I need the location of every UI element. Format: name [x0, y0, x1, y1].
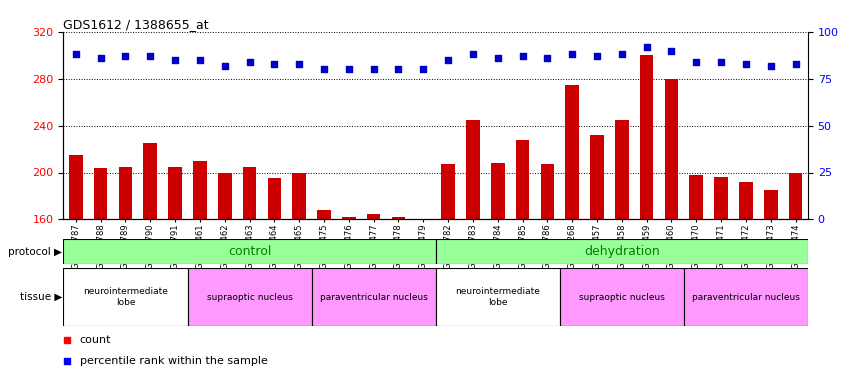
- Text: neurointermediate
lobe: neurointermediate lobe: [455, 288, 540, 307]
- Point: [168, 57, 182, 63]
- Bar: [442, 164, 455, 219]
- Bar: [491, 163, 504, 219]
- Bar: [436, 239, 808, 264]
- Bar: [392, 217, 405, 219]
- Bar: [665, 79, 678, 219]
- Point: [392, 66, 405, 72]
- Text: neurointermediate
lobe: neurointermediate lobe: [83, 288, 168, 307]
- Bar: [218, 172, 232, 219]
- Bar: [293, 172, 306, 219]
- Bar: [63, 268, 188, 326]
- Bar: [94, 168, 107, 219]
- Text: count: count: [80, 335, 112, 345]
- Bar: [466, 120, 480, 219]
- Bar: [565, 85, 579, 219]
- Bar: [267, 178, 281, 219]
- Point: [466, 51, 480, 57]
- Point: [69, 51, 83, 57]
- Point: [615, 51, 629, 57]
- Bar: [436, 268, 560, 326]
- Text: protocol ▶: protocol ▶: [8, 247, 63, 256]
- Bar: [689, 175, 703, 219]
- Bar: [560, 268, 684, 326]
- Point: [591, 53, 604, 59]
- Point: [367, 66, 381, 72]
- Point: [293, 61, 306, 67]
- Bar: [367, 213, 381, 219]
- Point: [565, 51, 579, 57]
- Point: [491, 55, 504, 61]
- Text: supraoptic nucleus: supraoptic nucleus: [206, 292, 293, 302]
- Text: GDS1612 / 1388655_at: GDS1612 / 1388655_at: [63, 18, 209, 31]
- Bar: [541, 164, 554, 219]
- Bar: [168, 166, 182, 219]
- Bar: [118, 166, 132, 219]
- Bar: [243, 166, 256, 219]
- Text: tissue ▶: tissue ▶: [19, 292, 63, 302]
- Point: [788, 61, 802, 67]
- Bar: [764, 190, 777, 219]
- Bar: [640, 56, 653, 219]
- Point: [94, 55, 107, 61]
- Point: [118, 53, 132, 59]
- Text: dehydration: dehydration: [584, 245, 660, 258]
- Point: [463, 224, 476, 230]
- Bar: [188, 268, 311, 326]
- Text: control: control: [228, 245, 272, 258]
- Bar: [516, 140, 530, 219]
- Point: [267, 61, 281, 67]
- Bar: [591, 135, 604, 219]
- Bar: [311, 268, 436, 326]
- Point: [640, 44, 653, 50]
- Point: [317, 66, 331, 72]
- Bar: [193, 161, 206, 219]
- Point: [193, 57, 206, 63]
- Text: percentile rank within the sample: percentile rank within the sample: [80, 356, 267, 366]
- Point: [218, 63, 232, 69]
- Bar: [714, 177, 728, 219]
- Point: [416, 66, 430, 72]
- Point: [541, 55, 554, 61]
- Bar: [739, 182, 753, 219]
- Point: [243, 59, 256, 65]
- Point: [764, 63, 777, 69]
- Bar: [63, 239, 436, 264]
- Text: supraoptic nucleus: supraoptic nucleus: [579, 292, 665, 302]
- Bar: [788, 172, 802, 219]
- Point: [516, 53, 530, 59]
- Point: [144, 53, 157, 59]
- Bar: [144, 143, 157, 219]
- Text: paraventricular nucleus: paraventricular nucleus: [320, 292, 427, 302]
- Point: [714, 59, 728, 65]
- Point: [342, 66, 355, 72]
- Point: [665, 48, 678, 54]
- Bar: [615, 120, 629, 219]
- Bar: [684, 268, 808, 326]
- Bar: [69, 155, 83, 219]
- Bar: [342, 217, 355, 219]
- Point: [463, 28, 476, 34]
- Text: paraventricular nucleus: paraventricular nucleus: [692, 292, 799, 302]
- Point: [689, 59, 703, 65]
- Bar: [317, 210, 331, 219]
- Point: [442, 57, 455, 63]
- Point: [739, 61, 753, 67]
